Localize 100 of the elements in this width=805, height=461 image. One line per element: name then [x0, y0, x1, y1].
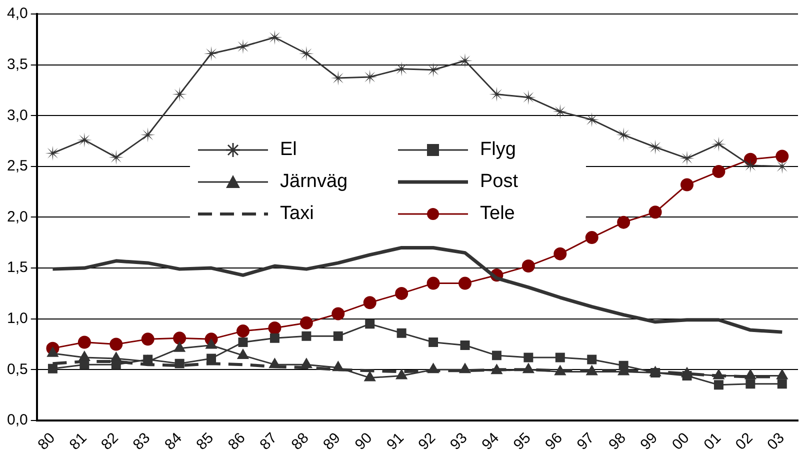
point [584, 112, 600, 128]
point [140, 127, 156, 142]
point [458, 276, 472, 290]
point [648, 140, 663, 155]
point [143, 354, 153, 364]
point [776, 150, 789, 163]
point [426, 276, 440, 290]
y-tick-label: 4,0 [6, 5, 28, 22]
legend-label: Järnväg [280, 171, 348, 193]
point [744, 369, 756, 380]
point [522, 260, 535, 273]
point [428, 337, 438, 347]
point [111, 360, 121, 370]
x-tick-label: 96 [542, 430, 566, 454]
point [141, 332, 154, 346]
x-tick-label: 95 [510, 430, 534, 454]
x-tick-label: 92 [415, 430, 440, 454]
point [206, 338, 217, 349]
point [746, 379, 756, 389]
point [428, 363, 439, 374]
x-tick-label: 00 [668, 430, 693, 454]
x-tick-label: 86 [224, 430, 249, 454]
x-tick-label: 94 [478, 430, 502, 454]
point [712, 165, 726, 178]
point [298, 46, 314, 62]
x-tick-label: 85 [193, 430, 218, 454]
point [396, 328, 406, 338]
x-tick-label: 80 [34, 430, 58, 454]
point [108, 150, 124, 165]
x-tick-label: 90 [352, 430, 376, 454]
point [76, 132, 92, 148]
point [714, 380, 724, 390]
point [173, 332, 186, 345]
point [236, 324, 250, 338]
x-tick-label: 91 [384, 430, 408, 454]
point [363, 296, 376, 310]
point [552, 104, 568, 120]
point [110, 338, 123, 351]
point [332, 307, 345, 320]
point [270, 333, 280, 343]
point [45, 146, 60, 161]
point [333, 331, 343, 341]
x-tick-label: 87 [256, 430, 280, 454]
y-tick-label: 3,0 [6, 106, 28, 124]
point [648, 206, 662, 219]
point [206, 354, 216, 364]
point [395, 286, 408, 300]
point [237, 348, 249, 359]
point [742, 158, 758, 173]
y-tick-label: 1,5 [6, 259, 28, 276]
point [364, 371, 376, 382]
y-tick-label: 3,5 [6, 56, 28, 73]
legend-label: Post [480, 171, 518, 193]
x-tick-label: 99 [637, 430, 662, 454]
legend-label: Taxi [280, 203, 314, 225]
point [47, 346, 58, 357]
point [520, 90, 536, 105]
point [204, 46, 219, 62]
x-tick-label: 88 [288, 430, 312, 454]
point [680, 178, 694, 192]
point [489, 86, 504, 102]
point [78, 336, 91, 349]
point [460, 340, 470, 350]
y-tick-label: 2,0 [6, 208, 28, 226]
point [365, 319, 375, 329]
point [48, 364, 58, 374]
point [267, 30, 282, 45]
point [524, 352, 534, 362]
point [459, 363, 471, 374]
point [682, 371, 692, 381]
x-tick-label: 01 [700, 430, 724, 454]
point [174, 358, 184, 368]
point [268, 322, 282, 334]
point [617, 216, 630, 229]
x-tick-label: 02 [732, 430, 756, 454]
point [618, 360, 628, 370]
point [172, 86, 188, 102]
point [555, 352, 565, 362]
point [713, 369, 724, 380]
point [238, 337, 248, 347]
y-tick-label: 1,0 [6, 310, 28, 327]
legend-label: El [280, 139, 297, 161]
point [616, 127, 632, 142]
point [80, 360, 90, 370]
x-tick-label: 93 [446, 430, 471, 454]
x-tick-label: 97 [574, 430, 598, 454]
point [492, 350, 502, 360]
x-tick-label: 83 [130, 430, 154, 454]
point [300, 316, 313, 330]
legend-label: Tele [480, 203, 515, 225]
point [491, 364, 502, 374]
y-tick-label: 0,0 [6, 412, 28, 429]
point [587, 354, 597, 364]
point [300, 358, 312, 368]
x-tick-label: 89 [320, 430, 344, 454]
point [302, 331, 312, 341]
point [776, 369, 788, 380]
point [396, 369, 408, 380]
x-tick-label: 81 [66, 430, 90, 454]
point [554, 365, 566, 376]
